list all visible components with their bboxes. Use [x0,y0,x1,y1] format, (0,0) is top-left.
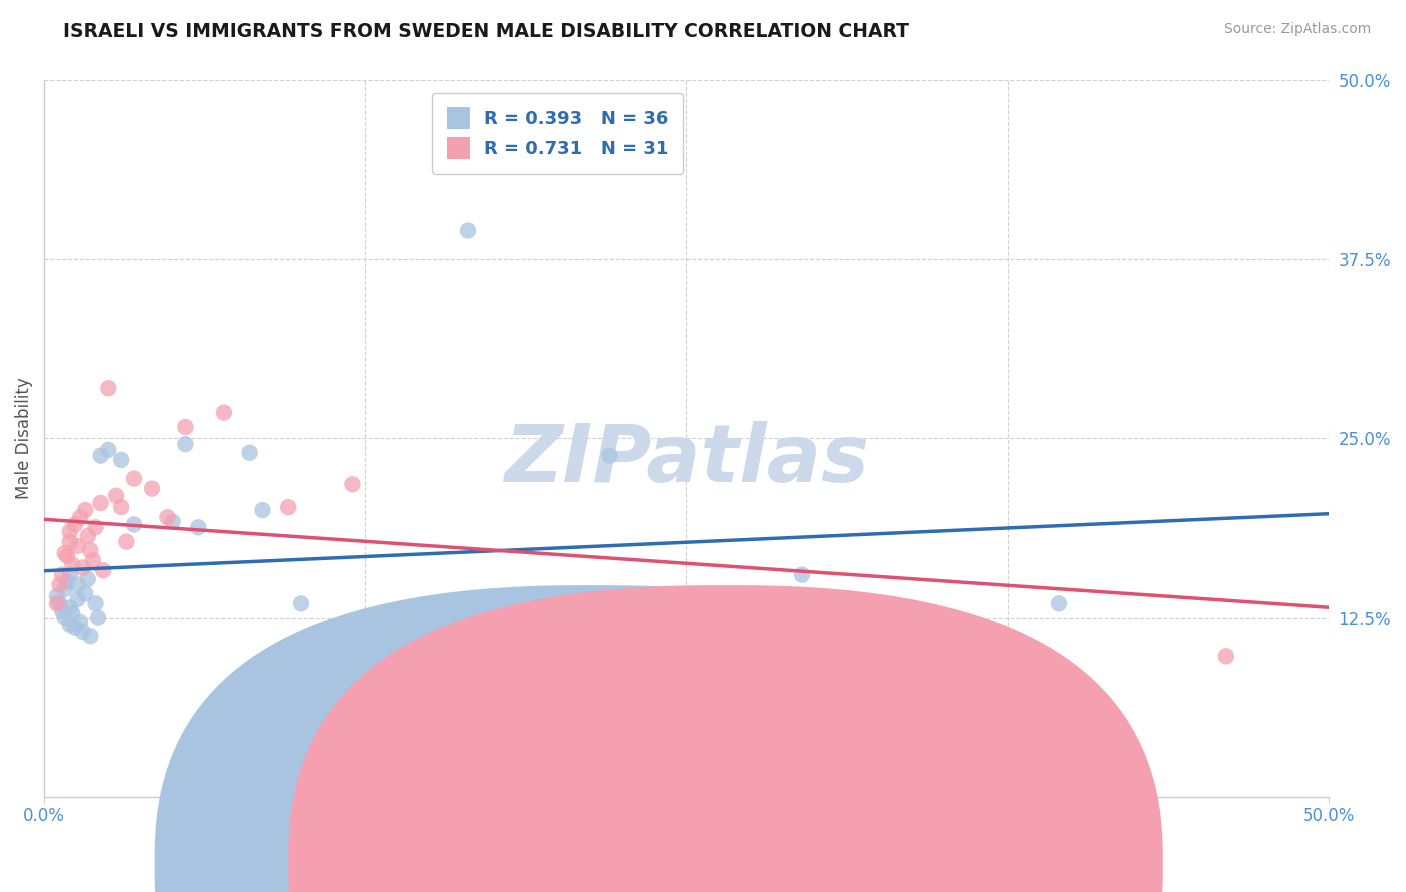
Point [598,678,620,692]
Point [59,534,82,549]
Point [79,543,101,558]
Point [457,673,479,687]
Point [105,489,128,503]
Point [110,500,132,515]
Point [59,524,82,539]
Point [598,449,620,463]
Y-axis label: Male Disability: Male Disability [15,377,32,500]
Point [457,223,479,237]
Point [75,503,97,517]
Point [60,558,83,572]
Point [79,629,101,643]
Point [141,482,163,496]
Point [290,596,312,610]
Point [115,534,138,549]
Point [87,610,110,624]
Point [66,577,89,591]
Point [97,381,120,395]
Point [66,539,89,553]
Point [60,607,83,621]
Point [72,624,94,639]
Point [122,517,145,532]
Point [187,520,209,534]
Point [110,453,132,467]
Point [174,437,197,451]
Point [63,621,86,635]
Text: Source: ZipAtlas.com: Source: ZipAtlas.com [1223,22,1371,37]
Text: Israelis: Israelis [613,855,672,873]
Point [162,515,184,529]
Point [48,596,70,610]
Point [51,567,73,582]
Point [156,510,179,524]
Point [90,449,112,463]
Point [76,529,98,543]
Point [59,617,82,632]
Point [53,546,76,560]
Point [59,567,82,582]
Point [46,589,69,603]
Point [76,572,98,586]
Point [69,615,91,629]
Point [56,574,79,589]
Point [252,503,274,517]
Point [53,610,76,624]
Text: ZIPatlas: ZIPatlas [503,421,869,499]
Point [174,420,197,434]
Point [84,520,107,534]
Point [239,446,262,460]
Point [69,510,91,524]
Point [46,596,69,610]
Text: ISRAELI VS IMMIGRANTS FROM SWEDEN MALE DISABILITY CORRELATION CHART: ISRAELI VS IMMIGRANTS FROM SWEDEN MALE D… [63,22,910,41]
Point [66,592,89,607]
Point [277,500,299,515]
Point [212,406,235,420]
Point [1047,596,1070,610]
Point [59,600,82,615]
Point [342,477,364,491]
Legend: R = 0.393   N = 36, R = 0.731   N = 31: R = 0.393 N = 36, R = 0.731 N = 31 [432,93,683,174]
Point [51,603,73,617]
Point [1215,649,1237,664]
Point [122,472,145,486]
Point [97,442,120,457]
Point [56,549,79,563]
Point [91,563,114,577]
Point [82,553,104,567]
Point [75,586,97,600]
Point [90,496,112,510]
Point [84,596,107,610]
Point [63,517,86,532]
Point [72,560,94,574]
Point [48,577,70,591]
Point [790,567,813,582]
Text: Immigrants from Sweden: Immigrants from Sweden [747,855,956,873]
Point [53,582,76,596]
